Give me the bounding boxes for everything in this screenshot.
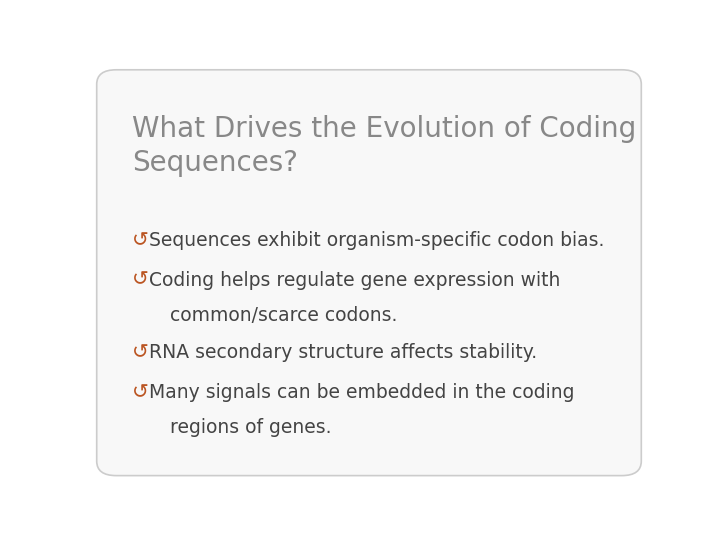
Text: Coding helps regulate gene expression with: Coding helps regulate gene expression wi… — [148, 271, 560, 289]
Text: RNA secondary structure affects stability.: RNA secondary structure affects stabilit… — [148, 343, 536, 362]
Text: ↺: ↺ — [132, 271, 149, 289]
Text: ↺: ↺ — [132, 231, 149, 250]
Text: regions of genes.: regions of genes. — [170, 418, 331, 437]
Text: ↺: ↺ — [132, 343, 149, 362]
Text: Many signals can be embedded in the coding: Many signals can be embedded in the codi… — [148, 383, 574, 402]
Text: What Drives the Evolution of Coding
Sequences?: What Drives the Evolution of Coding Sequ… — [132, 114, 636, 177]
FancyBboxPatch shape — [96, 70, 642, 476]
Text: common/scarce codons.: common/scarce codons. — [170, 306, 397, 325]
Text: ↺: ↺ — [132, 383, 149, 402]
Text: Sequences exhibit organism-specific codon bias.: Sequences exhibit organism-specific codo… — [148, 231, 604, 250]
